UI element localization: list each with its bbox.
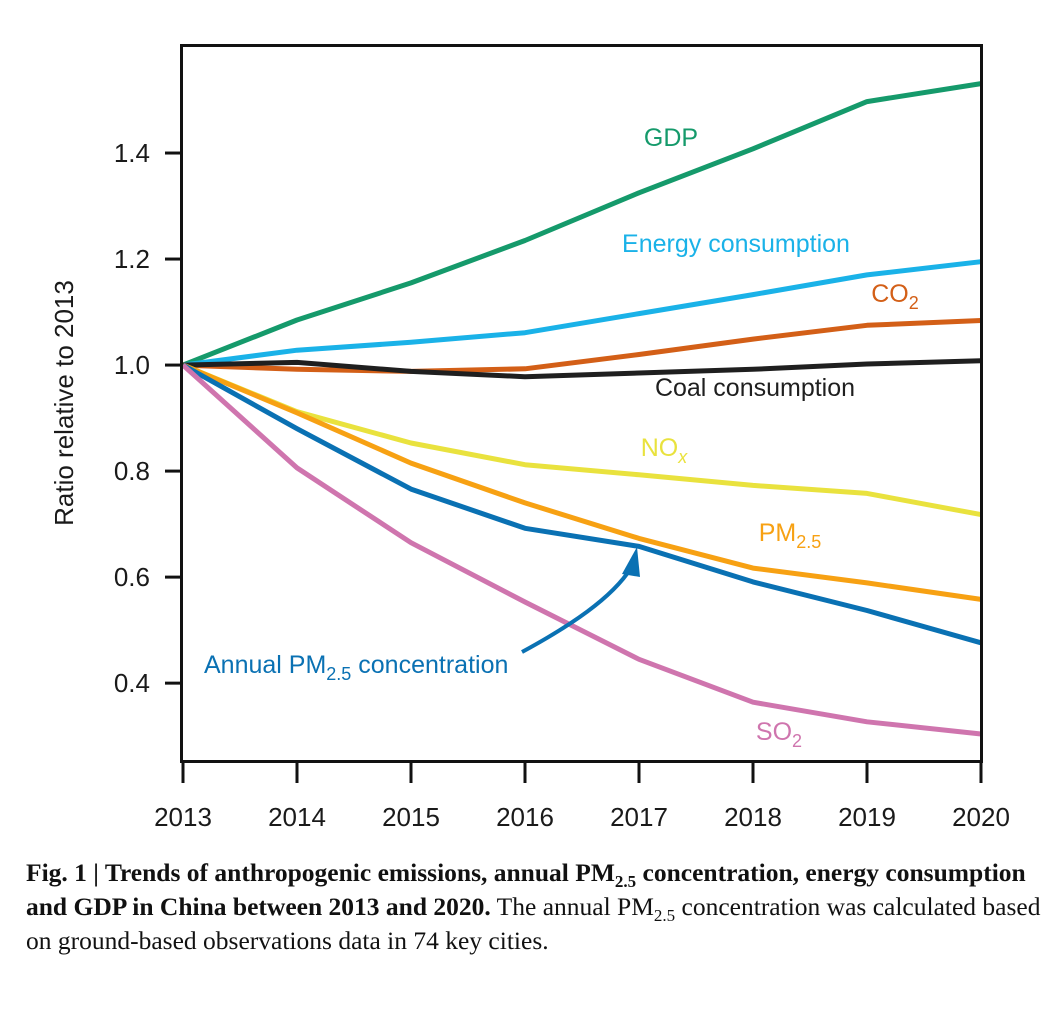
x-tick-label: 2015 xyxy=(382,802,440,832)
series-line-co2 xyxy=(182,318,982,374)
y-tick-label: 0.6 xyxy=(114,562,150,592)
series-line-so2 xyxy=(181,363,982,737)
y-tick-label: 0.8 xyxy=(114,456,150,486)
x-tick-label: 2014 xyxy=(268,802,326,832)
caption-bold-post: concentration, energy consumption and GD… xyxy=(26,858,1026,921)
x-tick-label: 2016 xyxy=(496,802,554,832)
annotation-arrow xyxy=(521,547,640,654)
series-label-annual_pm25: Annual PM2.5 concentration xyxy=(204,651,508,684)
caption-fig-label: Fig. 1 xyxy=(26,858,87,887)
series-line-annual_pm25 xyxy=(181,362,982,646)
x-tick-label: 2019 xyxy=(838,802,896,832)
x-tick-label: 2013 xyxy=(154,802,212,832)
series-line-gdp xyxy=(182,81,982,368)
series-label-gdp: GDP xyxy=(644,124,698,152)
series-line-nox xyxy=(182,362,982,518)
plot-frame xyxy=(180,44,983,763)
x-axis-ticks: 2013 2014 2015 2016 2017 2018 2019 2020 xyxy=(154,761,1010,832)
series-line-coal xyxy=(182,358,982,380)
x-tick-label: 2020 xyxy=(952,802,1010,832)
y-axis-title: Ratio relative to 2013 xyxy=(49,280,79,526)
caption-bold-sub: 2.5 xyxy=(614,872,637,892)
series-line-energy xyxy=(182,259,982,368)
caption-separator: | xyxy=(86,858,105,887)
figure-caption: Fig. 1 | Trends of anthropogenic emissio… xyxy=(26,856,1046,958)
caption-text-post: concentration was calculated based on gr… xyxy=(26,892,1041,955)
annotation-arrow-head xyxy=(622,547,640,577)
series-label-coal: Coal consumption xyxy=(655,374,855,402)
caption-text-sub: 2.5 xyxy=(653,906,676,926)
y-tick-label: 0.4 xyxy=(114,668,150,698)
y-axis-ticks: 0.4 0.6 0.8 1.0 1.2 1.4 xyxy=(114,138,181,698)
x-tick-label: 2018 xyxy=(724,802,782,832)
annotation-arrow-shaft xyxy=(521,566,633,654)
series-lines xyxy=(181,81,982,737)
series-label-co2: CO2 xyxy=(871,280,919,313)
x-tick-label: 2017 xyxy=(610,802,668,832)
series-label-pm25: PM2.5 xyxy=(759,519,822,552)
y-tick-label: 1.4 xyxy=(114,138,150,168)
caption-text-pre: The annual PM xyxy=(490,892,654,921)
y-tick-label: 1.0 xyxy=(114,350,150,380)
series-line-pm25 xyxy=(182,362,982,602)
series-labels: GDP Energy consumption CO2 Coal consumption… xyxy=(204,124,919,751)
y-tick-label: 1.2 xyxy=(114,244,150,274)
series-label-energy: Energy consumption xyxy=(622,230,850,258)
caption-bold-pre: Trends of anthropogenic emissions, annua… xyxy=(104,858,615,887)
series-label-nox: NOx xyxy=(641,434,689,467)
series-label-so2: SO2 xyxy=(756,718,802,751)
line-chart: GDP Energy consumption CO2 Coal consumption… xyxy=(49,44,1010,832)
